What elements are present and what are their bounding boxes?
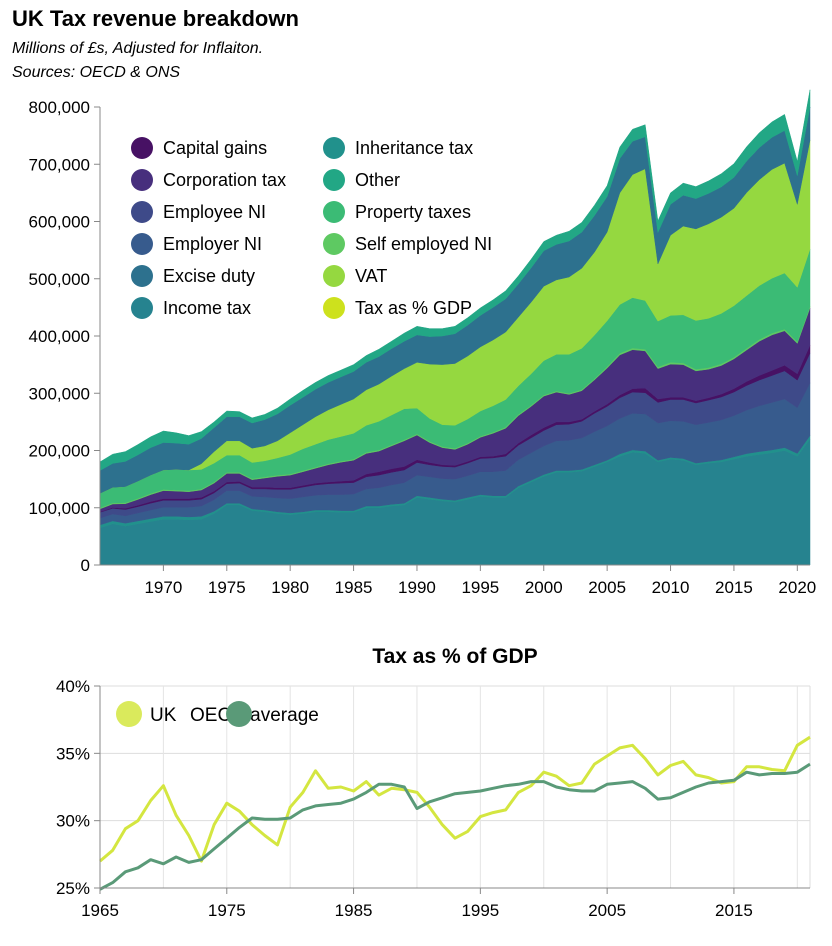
legend-label-property-taxes: Property taxes <box>355 202 471 222</box>
y-tick-label: 25% <box>56 879 90 898</box>
legend-swatch-excise-duty <box>131 265 153 287</box>
y-tick-label: 30% <box>56 812 90 831</box>
legend-swatch-uk <box>116 701 142 727</box>
legend-label-excise-duty: Excise duty <box>163 266 255 286</box>
x-tick-label: 2010 <box>652 578 690 597</box>
legend-label-employee-ni: Employee NI <box>163 202 266 222</box>
stacked-area-chart: 0 100,000 200,000 300,000 400,000 500,000 600,… <box>29 89 816 597</box>
legend-swatch-self-employed-ni <box>323 233 345 255</box>
chart-subtitle-units: Millions of £s, Adjusted for Inflaiton. <box>12 40 264 57</box>
x-tick-label: 2015 <box>715 901 753 920</box>
line-chart-title: Tax as % of GDP <box>372 645 537 668</box>
y-tick-label: 200,000 <box>29 442 90 461</box>
legend-swatch-employee-ni <box>131 201 153 223</box>
legend: UK OECD average <box>116 701 319 727</box>
legend-swatch-tax-as-gdp <box>323 297 345 319</box>
legend-swatch-vat <box>323 265 345 287</box>
x-tick-label: 1980 <box>271 578 309 597</box>
legend-label-employer-ni: Employer NI <box>163 234 262 254</box>
y-tick-label: 800,000 <box>29 98 90 117</box>
area-other <box>99 89 811 471</box>
x-tick-label: 2015 <box>715 578 753 597</box>
x-tick-label: 1970 <box>144 578 182 597</box>
x-tick-label: 1985 <box>335 578 373 597</box>
legend-swatch-capital-gains <box>131 137 153 159</box>
y-tick-label: 300,000 <box>29 384 90 403</box>
legend-swatch-corporation-tax <box>131 169 153 191</box>
chart-title: UK Tax revenue breakdown <box>12 6 299 31</box>
legend-label-vat: VAT <box>355 266 387 286</box>
y-tick-label: 40% <box>56 677 90 696</box>
y-tick-label: 600,000 <box>29 213 90 232</box>
legend-swatch-oecd-average <box>226 701 252 727</box>
legend-label-inheritance-tax: Inheritance tax <box>355 138 473 158</box>
legend-swatch-property-taxes <box>323 201 345 223</box>
x-tick-label: 2005 <box>588 578 626 597</box>
x-tick-label: 2000 <box>525 578 563 597</box>
x-tick-label: 1995 <box>461 578 499 597</box>
legend-label-tax-as-gdp: Tax as % GDP <box>355 298 472 318</box>
y-tick-label: 100,000 <box>29 499 90 518</box>
legend-label-other: Other <box>355 170 400 190</box>
legend-swatch-income-tax <box>131 297 153 319</box>
y-tick-label: 700,000 <box>29 155 90 174</box>
x-tick-label: 1985 <box>335 901 373 920</box>
legend-label-capital-gains: Capital gains <box>163 138 267 158</box>
legend-swatch-employer-ni <box>131 233 153 255</box>
line-oecd-average <box>99 762 811 891</box>
x-tick-label: 2020 <box>778 578 816 597</box>
legend-label-uk: UK <box>150 705 177 726</box>
legend: Capital gains Corporation tax Employee NI E… <box>131 137 492 319</box>
line-uk <box>99 735 811 863</box>
legend-label-income-tax: Income tax <box>163 298 251 318</box>
legend-label-self-employed-ni: Self employed NI <box>355 234 492 254</box>
chart-subtitle-sources: Sources: OECD & ONS <box>12 64 181 81</box>
x-tick-label: 2005 <box>588 901 626 920</box>
x-tick-label: 1975 <box>208 901 246 920</box>
x-tick-label: 1975 <box>208 578 246 597</box>
x-tick-label: 1995 <box>461 901 499 920</box>
y-tick-label: 400,000 <box>29 327 90 346</box>
legend-swatch-other <box>323 169 345 191</box>
legend-swatch-inheritance-tax <box>323 137 345 159</box>
y-tick-label: 500,000 <box>29 270 90 289</box>
y-tick-label: 35% <box>56 744 90 763</box>
y-tick-label: 0 <box>81 556 90 575</box>
x-tick-label: 1990 <box>398 578 436 597</box>
area-layers <box>99 89 811 566</box>
legend-label-oecd-average: OECD average <box>190 705 319 726</box>
x-tick-label: 1965 <box>81 901 119 920</box>
legend-label-corporation-tax: Corporation tax <box>163 170 286 190</box>
